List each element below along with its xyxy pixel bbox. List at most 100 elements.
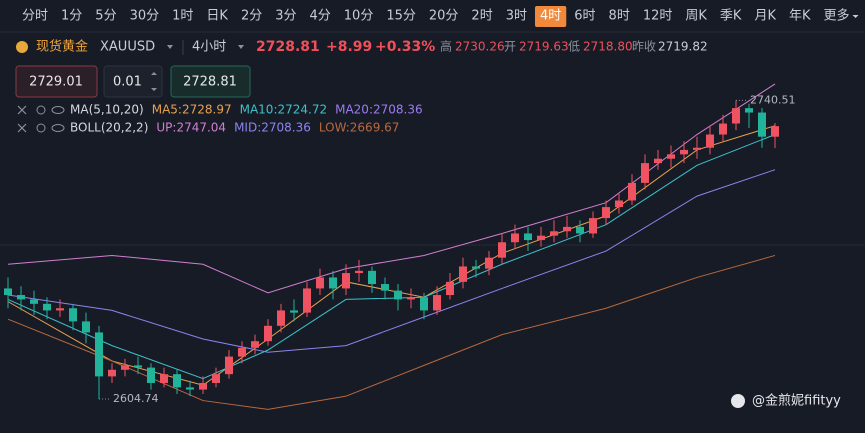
indicator-value: LOW:2669.67 <box>319 121 400 135</box>
candle-body <box>4 288 12 296</box>
dropdown-arrow[interactable] <box>852 15 859 18</box>
last-price: 2728.81 <box>256 39 320 55</box>
volume[interactable]: 0.01 <box>113 75 142 90</box>
close-icon[interactable] <box>17 123 27 133</box>
high-annotation: 2740.51 <box>750 93 796 106</box>
timeframe[interactable]: 3分 <box>275 9 296 24</box>
timeframe[interactable]: 分时 <box>22 9 48 24</box>
candle-body <box>615 200 623 208</box>
candle-body <box>537 235 545 241</box>
candle-body <box>342 273 350 289</box>
timeframe[interactable]: 10分 <box>344 9 374 24</box>
timeframe[interactable]: 4分 <box>310 9 331 24</box>
timeframe[interactable]: 3时 <box>506 9 527 24</box>
indicator-value: MID:2708.36 <box>234 121 311 135</box>
candle-body <box>758 112 766 137</box>
candle-body <box>498 242 506 258</box>
timeframe[interactable]: 日K <box>206 9 228 24</box>
open-label: 开 <box>504 40 516 54</box>
candle-body <box>602 207 610 219</box>
candle-body <box>17 295 25 300</box>
indicator-value: MA5:2728.97 <box>152 103 232 117</box>
indicator-line <box>7 254 776 410</box>
timeframe[interactable]: 年K <box>789 9 811 24</box>
candle-body <box>524 233 532 241</box>
candle-body <box>95 332 103 377</box>
candle-body <box>628 182 636 201</box>
settings-icon[interactable] <box>36 123 46 133</box>
timeframe[interactable]: 20分 <box>429 9 459 24</box>
timeframe[interactable]: 8时 <box>609 9 630 24</box>
sell-price[interactable]: 2729.01 <box>29 75 83 90</box>
candle-body <box>771 126 779 137</box>
prev-close-value: 2719.82 <box>658 40 708 54</box>
candle-body <box>576 226 584 234</box>
indicator-line <box>7 169 776 353</box>
candle-body <box>329 277 337 289</box>
candle-body <box>732 108 740 124</box>
dropdown-arrow[interactable] <box>238 45 244 49</box>
candle-body <box>654 158 662 164</box>
candle-body <box>108 369 116 377</box>
candle-body <box>355 270 363 274</box>
timeframe[interactable]: 6时 <box>574 9 595 24</box>
candle-body <box>381 284 389 291</box>
candle-body <box>43 303 51 311</box>
timeframe[interactable]: 2时 <box>471 9 492 24</box>
indicator-value: UP:2747.04 <box>156 121 226 135</box>
watermark-icon <box>731 394 745 408</box>
visibility-icon[interactable] <box>51 106 65 114</box>
timeframe[interactable]: 15分 <box>386 9 416 24</box>
candle-body <box>212 374 220 383</box>
timeframe[interactable]: 2分 <box>241 9 262 24</box>
buy-price[interactable]: 2728.81 <box>183 75 237 90</box>
candle-body <box>30 299 38 304</box>
candle-body <box>56 308 64 311</box>
visibility-icon[interactable] <box>51 124 65 132</box>
settings-icon[interactable] <box>36 105 46 115</box>
timeframe[interactable]: 12时 <box>643 9 673 24</box>
candlestick-chart: 2740.51 2604.74 <box>4 83 796 410</box>
candle-body <box>394 290 402 300</box>
candle-body <box>82 321 90 333</box>
candle-body <box>251 341 259 348</box>
candle-body <box>238 347 246 357</box>
low-annotation: 2604.74 <box>113 392 159 405</box>
candle-body <box>199 382 207 390</box>
high-value: 2730.26 <box>455 40 505 54</box>
candle-body <box>69 308 77 322</box>
candle-body <box>589 218 597 234</box>
symbol-name[interactable]: 现货黄金 <box>36 39 88 55</box>
candle-body <box>459 266 467 282</box>
indicator-name: BOLL(20,2,2) <box>70 121 148 135</box>
timeframe[interactable]: 4时 <box>540 9 561 24</box>
indicator-legend: MA(5,10,20) MA5:2728.97 MA10:2724.72 MA20:2… <box>17 103 423 135</box>
candle-body <box>745 108 753 113</box>
candle-body <box>290 310 298 313</box>
sell-price-box[interactable] <box>15 65 98 98</box>
timeframe[interactable]: 1时 <box>172 9 193 24</box>
close-icon[interactable] <box>17 105 27 115</box>
dropdown-arrow[interactable] <box>167 45 173 49</box>
indicator-value: MA20:2708.36 <box>335 103 423 117</box>
buy-price-box[interactable] <box>170 65 251 98</box>
timeframe[interactable]: 周K <box>685 9 707 24</box>
indicator-line <box>7 83 776 294</box>
timeframe[interactable]: 5分 <box>95 9 116 24</box>
timeframe[interactable]: 1分 <box>61 9 82 24</box>
timeframe[interactable]: 更多 <box>824 8 850 24</box>
timeframe[interactable]: 月K <box>754 9 776 24</box>
prev-close-label: 昨收 <box>632 40 656 54</box>
candle-body <box>420 297 428 311</box>
candle-body <box>225 356 233 375</box>
candle-body <box>173 374 181 388</box>
candle-body <box>186 387 194 390</box>
candle-body <box>407 297 415 300</box>
timeframe[interactable]: 30分 <box>130 9 160 24</box>
period[interactable]: 4小时 <box>192 40 226 55</box>
symbol-code[interactable]: XAUUSD <box>100 40 155 55</box>
timeframe[interactable]: 季K <box>720 9 742 24</box>
volume-box[interactable] <box>103 65 163 98</box>
